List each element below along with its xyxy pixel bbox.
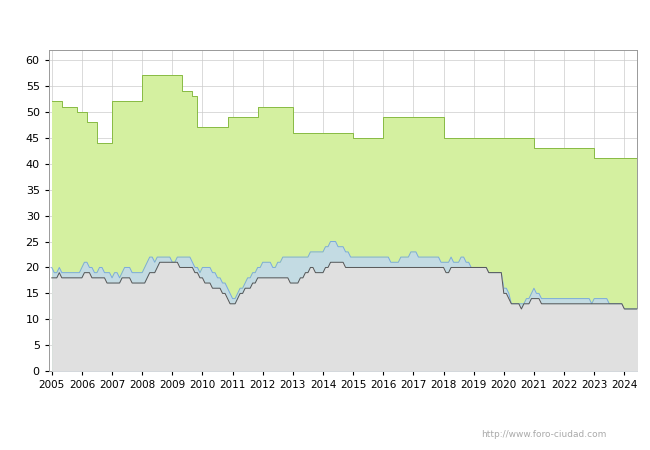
Text: Casas del Puerto - Evolucion de la poblacion en edad de Trabajar Mayo de 2024: Casas del Puerto - Evolucion de la pobla… [70, 13, 580, 26]
Text: http://www.foro-ciudad.com: http://www.foro-ciudad.com [481, 430, 606, 439]
